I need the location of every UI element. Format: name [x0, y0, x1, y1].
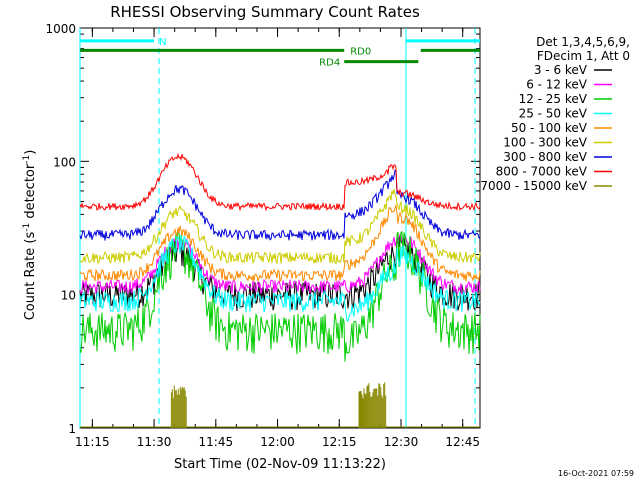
y-tick-label: 1 — [68, 422, 76, 436]
legend-entry-label: 800 - 7000 keV — [496, 165, 588, 179]
legend-entry-label: 100 - 300 keV — [503, 136, 587, 150]
status-label-rd0: RD0 — [350, 46, 371, 57]
x-tick-label: 12:00 — [260, 435, 295, 449]
y-tick-label: 10 — [61, 289, 76, 303]
series-line-300-800kev — [79, 169, 481, 241]
x-tick-label: 12:30 — [384, 435, 419, 449]
timestamp: 16-Oct-2021 07:59 — [558, 469, 634, 478]
legend-entry-label: 50 - 100 keV — [511, 121, 588, 135]
series-line-6-12kev — [79, 233, 481, 295]
legend-header-line-2: FDecim 1, Att 0 — [537, 49, 630, 63]
x-tick-label: 12:15 — [322, 435, 357, 449]
y-tick-label: 100 — [53, 155, 76, 169]
status-label-rd4: RD4 — [319, 58, 340, 69]
legend-entry-label: 300 - 800 keV — [503, 150, 587, 164]
series-line-25-50kev — [79, 234, 481, 322]
x-axis-label: Start Time (02-Nov-09 11:13:22) — [174, 457, 386, 472]
y-axis-label: Count Rate (s-1 detector-1) — [22, 150, 38, 321]
legend-header-line-1: Det 1,3,4,5,6,9, — [536, 35, 630, 49]
x-tick-label: 11:45 — [199, 435, 234, 449]
chart-title: RHESSI Observing Summary Count Rates — [110, 3, 420, 21]
y-tick-label: 1000 — [45, 22, 76, 36]
x-tick-label: 11:15 — [75, 435, 110, 449]
legend-entry-label: 3 - 6 keV — [534, 63, 588, 77]
x-tick-label: 11:30 — [137, 435, 172, 449]
legend-entry-label: 7000 - 15000 keV — [480, 179, 587, 193]
legend-entry-label: 6 - 12 keV — [526, 78, 588, 92]
series-line-800-7000kev — [79, 152, 481, 212]
plot-area: 1 10 100 1000 11:15 11:30 11:45 12:00 12:15 12:30… — [45, 22, 481, 449]
legend: Det 1,3,4,5,6,9, FDecim 1, Att 0 3 - 6 k… — [480, 35, 630, 193]
series-line-100-300kev — [79, 189, 481, 265]
legend-entry-label: 12 - 25 keV — [519, 92, 588, 106]
series-line-50-100kev — [79, 203, 481, 283]
legend-entry-label: 25 - 50 keV — [519, 107, 588, 121]
x-tick-label: 12:45 — [445, 435, 480, 449]
status-label-n: N — [159, 37, 166, 48]
